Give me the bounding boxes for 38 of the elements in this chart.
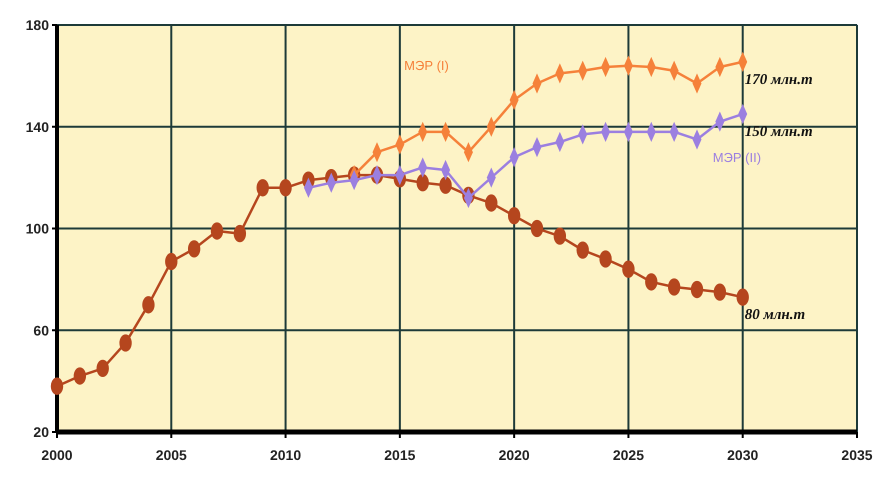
x-tick-label: 2005 bbox=[156, 447, 188, 463]
point bbox=[599, 250, 612, 268]
x-tick-label: 2035 bbox=[841, 447, 873, 463]
point bbox=[736, 288, 749, 306]
series-label: МЭР (II) bbox=[712, 150, 762, 166]
point bbox=[530, 220, 544, 238]
x-tick-label: 2020 bbox=[498, 447, 530, 463]
point bbox=[188, 240, 200, 258]
text: МЭР (I) bbox=[404, 58, 449, 74]
point bbox=[416, 174, 429, 192]
y-tick-label: 60 bbox=[33, 322, 50, 338]
y-tick-label: 20 bbox=[33, 424, 50, 440]
annotation: 80 млн.т bbox=[744, 307, 806, 324]
point bbox=[668, 278, 680, 296]
point bbox=[210, 222, 224, 240]
point bbox=[690, 280, 704, 298]
annotation: 150 млн.т bbox=[744, 124, 813, 140]
point bbox=[439, 176, 452, 194]
point bbox=[256, 179, 269, 196]
annotation: 170 млн.т bbox=[744, 72, 813, 88]
x-tick-label: 2030 bbox=[727, 447, 758, 463]
point bbox=[119, 334, 132, 352]
point bbox=[622, 260, 635, 278]
point bbox=[50, 378, 64, 395]
point bbox=[234, 224, 246, 242]
y-tick-label: 180 bbox=[26, 17, 50, 33]
x-tick-label: 2015 bbox=[384, 447, 416, 463]
point bbox=[74, 367, 86, 385]
y-tick-label: 140 bbox=[26, 118, 50, 135]
point bbox=[279, 179, 292, 196]
x-tick-label: 2000 bbox=[41, 447, 73, 463]
x-tick-label: 2025 bbox=[612, 447, 644, 463]
point bbox=[554, 227, 566, 245]
point bbox=[142, 296, 155, 314]
point bbox=[508, 207, 520, 224]
point bbox=[714, 283, 726, 301]
y-tick-label: 100 bbox=[26, 220, 50, 236]
x-tick-label: 2010 bbox=[270, 447, 302, 463]
